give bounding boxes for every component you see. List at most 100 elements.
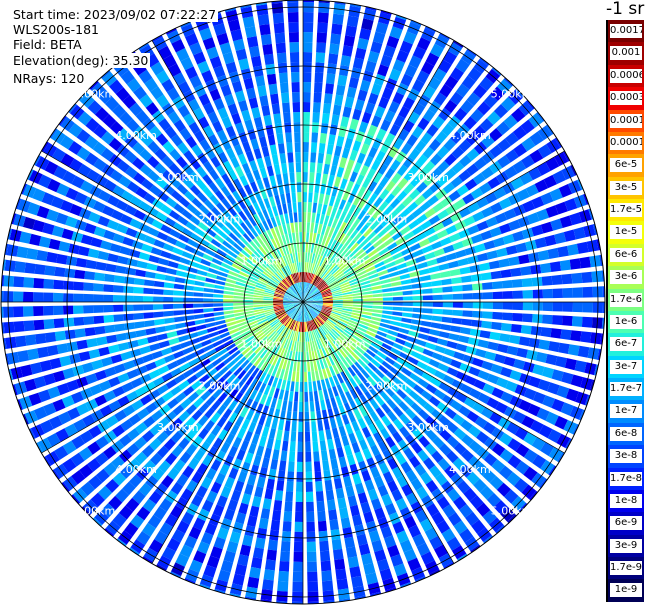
ray-bin bbox=[151, 467, 165, 481]
ray-bin bbox=[145, 271, 156, 279]
ray-bin bbox=[271, 275, 281, 284]
ray-bin bbox=[273, 113, 282, 125]
ray-bin bbox=[232, 190, 242, 202]
ray-bin bbox=[254, 391, 263, 403]
ray-bin bbox=[310, 308, 318, 316]
ray-bin bbox=[263, 292, 274, 296]
ray-bin bbox=[352, 298, 363, 302]
ray-bin bbox=[34, 264, 46, 275]
ray-bin bbox=[290, 242, 295, 254]
ray-bin bbox=[393, 137, 404, 150]
ray-bin bbox=[251, 107, 261, 119]
ray-bin bbox=[241, 346, 251, 356]
ray-bin bbox=[361, 213, 371, 224]
ray-bin bbox=[104, 528, 115, 537]
ray-bin bbox=[85, 117, 100, 133]
ray-bin bbox=[457, 258, 469, 267]
ray-bin bbox=[316, 500, 325, 512]
ray-bin bbox=[561, 371, 574, 385]
ray-bin bbox=[369, 320, 381, 326]
ray-bin bbox=[60, 200, 73, 213]
ray-bin bbox=[173, 316, 185, 323]
ray-bin bbox=[346, 546, 358, 559]
ray-bin bbox=[287, 243, 292, 254]
ray-bin bbox=[328, 448, 337, 460]
ray-bin bbox=[219, 381, 230, 392]
ray-bin bbox=[225, 343, 236, 351]
ray-bin bbox=[312, 275, 318, 285]
ray-bin bbox=[414, 194, 426, 206]
ray-bin bbox=[504, 406, 517, 419]
ray-bin bbox=[446, 340, 458, 349]
ray-bin bbox=[420, 320, 432, 327]
ray-bin bbox=[410, 175, 422, 188]
ray-bin bbox=[218, 214, 229, 225]
ray-bin bbox=[309, 320, 314, 331]
ray-bin bbox=[466, 410, 480, 423]
colorbar-cell: 6e-7 bbox=[606, 333, 644, 356]
ray-bin bbox=[103, 294, 114, 302]
ray-bin bbox=[261, 273, 271, 281]
ray-bin bbox=[366, 457, 377, 469]
ray-bin bbox=[288, 288, 296, 296]
ray-bin bbox=[180, 340, 191, 349]
ray-bin bbox=[349, 388, 358, 400]
ray-bin bbox=[359, 320, 370, 327]
ray-bin bbox=[293, 551, 303, 562]
ray-bin bbox=[466, 471, 480, 486]
ray-bin bbox=[116, 160, 130, 173]
ray-bin bbox=[246, 36, 259, 48]
ray-bin bbox=[289, 42, 300, 53]
ray-bin bbox=[53, 279, 64, 290]
ray-bin bbox=[389, 325, 400, 332]
ray-bin bbox=[300, 352, 303, 362]
ray-bin bbox=[467, 67, 482, 82]
ray-bin bbox=[130, 514, 145, 529]
ray-bin bbox=[177, 263, 189, 271]
ray-bin bbox=[280, 450, 288, 462]
ray-bin bbox=[400, 225, 411, 236]
ray-bin bbox=[309, 341, 314, 352]
ray-bin bbox=[434, 370, 446, 380]
ray-bin bbox=[492, 281, 503, 290]
ray-bin bbox=[200, 476, 213, 490]
ray-bin bbox=[315, 52, 326, 63]
ray-bin bbox=[443, 138, 457, 152]
ray-bin bbox=[318, 244, 324, 255]
ray-bin bbox=[324, 260, 332, 270]
ray-bin bbox=[111, 440, 125, 453]
ray-bin bbox=[436, 255, 448, 264]
ray-bin bbox=[218, 366, 229, 376]
ray-bin bbox=[29, 428, 36, 440]
ray-bin bbox=[296, 341, 299, 352]
ray-bin bbox=[79, 430, 94, 444]
ray-bin bbox=[193, 286, 204, 292]
ray-bin bbox=[176, 328, 188, 336]
ray-bin bbox=[305, 441, 311, 452]
ray-bin bbox=[421, 494, 434, 508]
ray-bin bbox=[562, 287, 573, 298]
ray-bin bbox=[299, 302, 303, 312]
ray-bin bbox=[534, 179, 548, 193]
ray-bin bbox=[293, 561, 303, 572]
ray-bin bbox=[312, 298, 323, 301]
ray-bin bbox=[342, 106, 352, 118]
ray-bin bbox=[160, 204, 173, 215]
ray-bin bbox=[199, 27, 213, 41]
ray-bin bbox=[360, 501, 371, 514]
ray-bin bbox=[412, 428, 424, 441]
ray-bin bbox=[98, 346, 110, 357]
ray-bin bbox=[438, 382, 451, 393]
ray-bin bbox=[465, 132, 479, 146]
ray-bin bbox=[281, 92, 290, 104]
ray-bin bbox=[340, 247, 349, 257]
ray-bin bbox=[223, 339, 234, 347]
ray-bin bbox=[376, 351, 387, 360]
ray-bin bbox=[455, 83, 470, 98]
ray-bin bbox=[306, 283, 311, 293]
ray-bin bbox=[385, 503, 397, 516]
ray-bin bbox=[327, 499, 336, 511]
range-ring-label: 3.00km bbox=[157, 171, 199, 184]
ray-bin bbox=[335, 219, 343, 231]
ray-bin bbox=[269, 279, 279, 286]
